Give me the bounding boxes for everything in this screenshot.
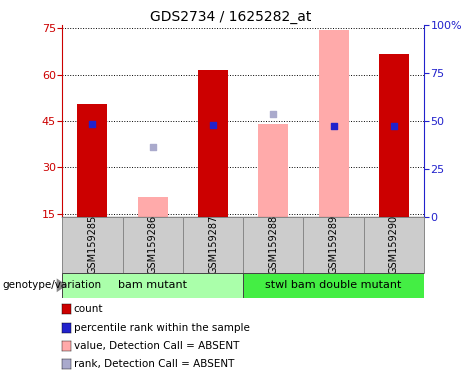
Bar [198,70,228,217]
Text: value, Detection Call = ABSENT: value, Detection Call = ABSENT [74,341,239,351]
Text: stwl bam double mutant: stwl bam double mutant [266,280,402,290]
Bar [183,217,243,273]
Text: count: count [74,304,103,314]
Text: percentile rank within the sample: percentile rank within the sample [74,323,250,333]
Bar [243,217,303,273]
Point [270,111,277,118]
Bar [364,217,424,273]
Bar [123,217,183,273]
Text: rank, Detection Call = ABSENT: rank, Detection Call = ABSENT [74,359,234,369]
Point [149,144,156,150]
Polygon shape [57,278,67,292]
Text: GSM159288: GSM159288 [268,215,278,274]
Text: GSM159290: GSM159290 [389,215,399,274]
Bar [138,197,168,217]
Text: GSM159286: GSM159286 [148,215,158,274]
Text: GSM159285: GSM159285 [88,215,97,275]
Text: GSM159289: GSM159289 [329,215,339,274]
Bar [303,217,364,273]
Bar [319,30,349,217]
Bar [77,104,107,217]
Point [89,121,96,127]
Text: GDS2734 / 1625282_at: GDS2734 / 1625282_at [150,10,311,23]
Bar [258,124,289,217]
Bar [62,217,123,273]
Bar [243,273,424,298]
Point [330,123,337,129]
Text: bam mutant: bam mutant [118,280,187,290]
Bar [379,55,409,217]
Text: genotype/variation: genotype/variation [2,280,101,290]
Bar [62,273,243,298]
Text: GSM159287: GSM159287 [208,215,218,275]
Point [390,123,398,129]
Point [209,122,217,128]
